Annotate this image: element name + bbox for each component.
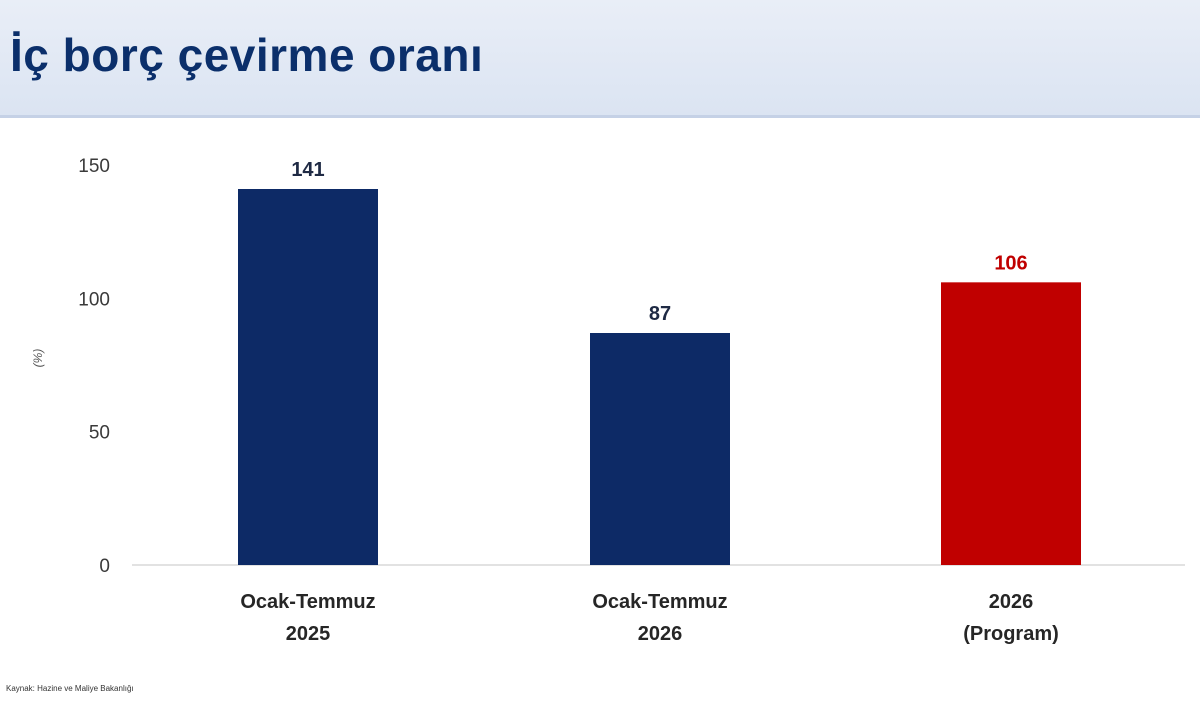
x-category-label: Ocak-Temmuz — [592, 591, 727, 613]
bar — [590, 333, 730, 565]
y-tick-label: 50 — [89, 423, 110, 444]
y-tick-label: 0 — [99, 556, 110, 577]
bar-chart: 0 50 100 150 (%) 141 Ocak-Temmuz 2025 87 Ocak-Tem… — [31, 156, 1185, 645]
y-tick-label: 150 — [78, 156, 110, 177]
bar-value-label: 141 — [291, 159, 324, 181]
x-category-label: (Program) — [963, 623, 1059, 645]
bar — [941, 282, 1081, 565]
x-category-label: 2025 — [286, 623, 331, 645]
source-note: Kaynak: Hazine ve Maliye Bakanlığı — [6, 684, 134, 693]
y-tick-label: 100 — [78, 289, 110, 310]
x-category-label: 2026 — [638, 623, 683, 645]
bar-value-label: 106 — [994, 252, 1027, 274]
bar-value-label: 87 — [649, 303, 671, 325]
page-title: İç borç çevirme oranı — [10, 29, 484, 81]
y-axis-label: (%) — [31, 349, 45, 368]
title-bar: İç borç çevirme oranı — [0, 0, 1200, 118]
x-category-label: 2026 — [989, 591, 1034, 613]
x-category-label: Ocak-Temmuz — [240, 591, 375, 613]
bar — [238, 189, 378, 565]
